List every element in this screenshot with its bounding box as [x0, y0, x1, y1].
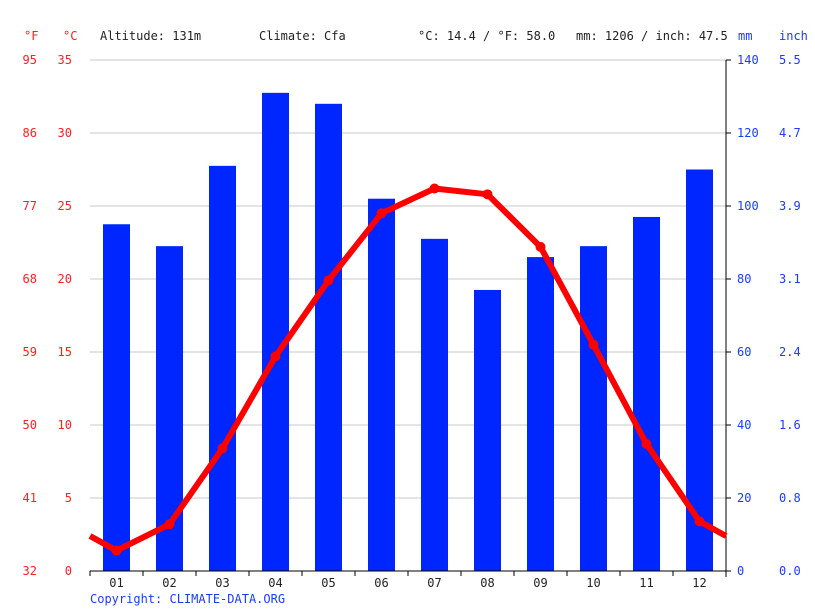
celsius-tick-label: 35 — [58, 53, 72, 67]
mm-tick-label: 0 — [737, 564, 744, 578]
month-label: 12 — [692, 576, 706, 590]
celsius-unit-label: °C — [63, 29, 78, 43]
celsius-tick-label: 10 — [58, 418, 72, 432]
mm-tick-label: 60 — [737, 345, 751, 359]
precipitation-bar — [209, 165, 236, 571]
inch-tick-label: 1.6 — [779, 418, 801, 432]
month-label: 08 — [480, 576, 494, 590]
fahrenheit-tick-label: 77 — [23, 199, 37, 213]
mm-tick-label: 20 — [737, 491, 751, 505]
month-label: 11 — [639, 576, 653, 590]
temperature-point — [111, 545, 122, 556]
fahrenheit-tick-label: 95 — [23, 53, 37, 67]
precipitation-bar — [527, 257, 554, 571]
temperature-line — [88, 185, 728, 554]
precipitation-bar — [262, 92, 289, 571]
inch-tick-label: 0.0 — [779, 564, 801, 578]
inch-tick-label: 3.1 — [779, 272, 801, 286]
month-label: 01 — [109, 576, 123, 590]
month-label: 07 — [427, 576, 441, 590]
temperature-point — [482, 189, 493, 200]
mm-tick-label: 40 — [737, 418, 751, 432]
temperature-average-label: °C: 14.4 / °F: 58.0 — [418, 29, 556, 43]
month-label: 09 — [533, 576, 547, 590]
celsius-tick-label: 25 — [58, 199, 72, 213]
month-label: 04 — [268, 576, 282, 590]
fahrenheit-tick-label: 32 — [23, 564, 37, 578]
celsius-tick-label: 20 — [58, 272, 72, 286]
mm-tick-label: 80 — [737, 272, 751, 286]
month-label: 05 — [321, 576, 335, 590]
temperature-point — [535, 241, 546, 252]
celsius-tick-label: 5 — [65, 491, 72, 505]
celsius-tick-label: 15 — [58, 345, 72, 359]
temperature-point — [164, 519, 175, 530]
temperature-point — [429, 183, 440, 194]
fahrenheit-unit-label: °F — [24, 29, 39, 43]
celsius-tick-label: 0 — [65, 564, 72, 578]
mm-tick-label: 140 — [737, 53, 759, 67]
fahrenheit-tick-label: 59 — [23, 345, 37, 359]
inch-tick-label: 2.4 — [779, 345, 801, 359]
precipitation-bar — [474, 289, 501, 571]
precipitation-bar — [103, 224, 130, 571]
temperature-point — [217, 443, 228, 454]
fahrenheit-tick-label: 41 — [23, 491, 37, 505]
precipitation-bar — [368, 198, 395, 571]
inch-tick-label: 3.9 — [779, 199, 801, 213]
copyright-link[interactable]: Copyright: CLIMATE-DATA.ORG — [90, 592, 286, 606]
precipitation-bar — [580, 246, 607, 571]
temperature-point — [588, 339, 599, 350]
fahrenheit-tick-label: 86 — [23, 126, 37, 140]
fahrenheit-tick-label: 68 — [23, 272, 37, 286]
precipitation-bar — [633, 216, 660, 571]
temperature-point — [376, 208, 387, 219]
month-label: 03 — [215, 576, 229, 590]
temperature-point — [323, 275, 334, 286]
mm-unit-label: mm — [738, 29, 753, 43]
precipitation-bar — [156, 246, 183, 571]
precipitation-bar — [315, 103, 342, 572]
fahrenheit-tick-label: 50 — [23, 418, 37, 432]
temperature-point — [270, 351, 281, 362]
temperature-point — [694, 516, 705, 527]
climate-label: Climate: Cfa — [259, 29, 346, 43]
inch-tick-label: 0.8 — [779, 491, 801, 505]
month-label: 06 — [374, 576, 388, 590]
precipitation-bar — [421, 238, 448, 571]
month-label: 10 — [586, 576, 600, 590]
celsius-tick-label: 30 — [58, 126, 72, 140]
month-label: 02 — [162, 576, 176, 590]
mm-tick-label: 120 — [737, 126, 759, 140]
inch-tick-label: 5.5 — [779, 53, 801, 67]
altitude-label: Altitude: 131m — [100, 29, 202, 43]
inch-unit-label: inch — [779, 29, 808, 43]
precipitation-total-label: mm: 1206 / inch: 47.5 — [576, 29, 728, 43]
mm-tick-label: 100 — [737, 199, 759, 213]
inch-tick-label: 4.7 — [779, 126, 801, 140]
temperature-point — [641, 438, 652, 449]
